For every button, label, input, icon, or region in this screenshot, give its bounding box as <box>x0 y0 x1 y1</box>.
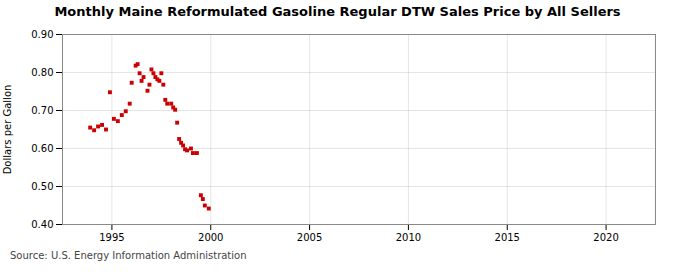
svg-text:2010: 2010 <box>396 232 421 243</box>
svg-text:2000: 2000 <box>198 232 223 243</box>
html-text:Monthly Maine Reformulated Gas: Monthly Maine Reformulated Gasoline Regu… <box>54 4 621 19</box>
svg-text:0.40: 0.40 <box>31 219 53 230</box>
svg-text:0.50: 0.50 <box>31 181 53 192</box>
svg-text:0.90: 0.90 <box>31 29 53 40</box>
svg-text:Dollars per Gallon: Dollars per Gallon <box>2 85 13 175</box>
svg-text:2020: 2020 <box>593 232 618 243</box>
svg-text:0.80: 0.80 <box>31 67 53 78</box>
svg-text:0.70: 0.70 <box>31 105 53 116</box>
html-text:Source: U.S. Energy Informatio: Source: U.S. Energy Information Administ… <box>10 250 247 261</box>
svg-text:2015: 2015 <box>495 232 520 243</box>
svg-text:0.60: 0.60 <box>31 143 53 154</box>
svg-text:1995: 1995 <box>99 232 124 243</box>
svg-text:2005: 2005 <box>297 232 322 243</box>
